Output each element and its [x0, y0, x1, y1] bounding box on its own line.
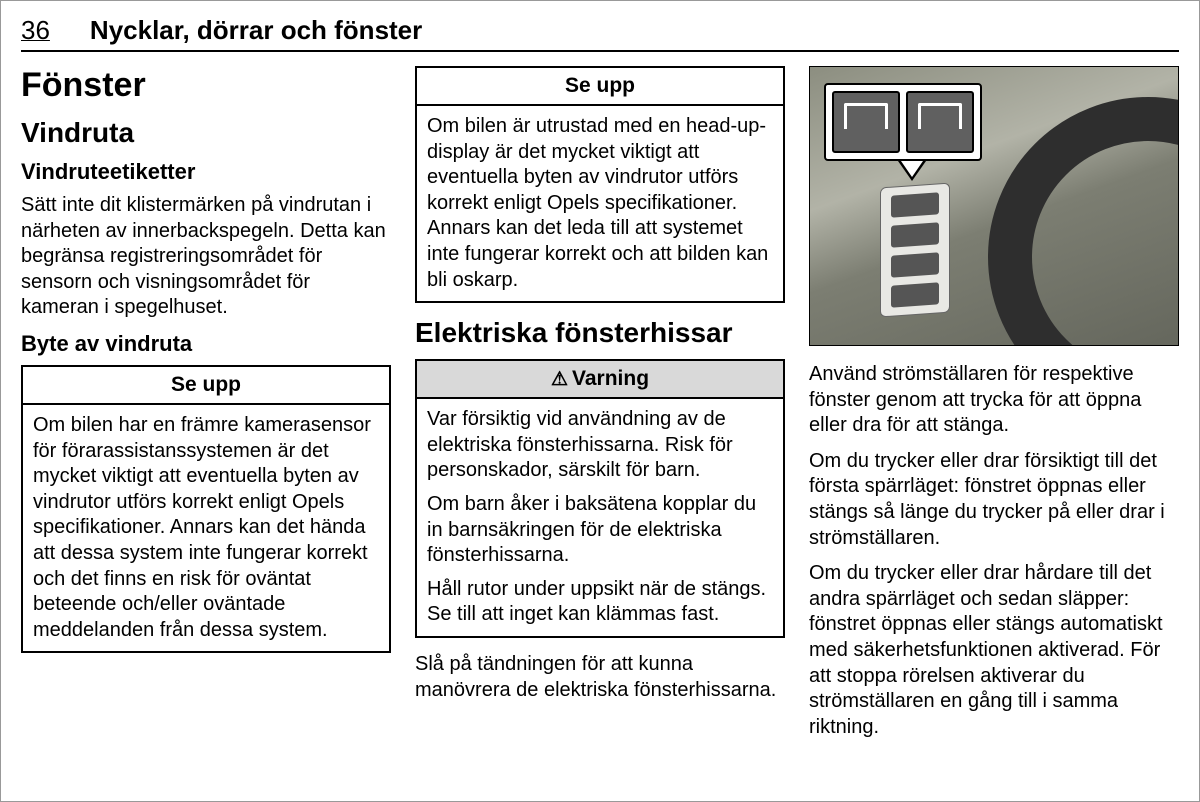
warning-text: Håll rutor under uppsikt när de stängs. … [427, 577, 773, 628]
page-header-title: Nycklar, dörrar och fönster [90, 15, 422, 46]
window-switch-icon [906, 91, 974, 153]
caution-body: Om bilen har en främre kamerasensor för … [23, 405, 389, 651]
warning-triangle-icon: ⚠ [551, 368, 568, 391]
caution-text: Om bilen är utrustad med en head-up-disp… [427, 114, 773, 293]
door-panel-illustration [880, 183, 950, 318]
switch-icon [891, 222, 939, 247]
caution-box-2: Se upp Om bilen är utrustad med en head-… [415, 66, 785, 303]
caution-header: Se upp [23, 367, 389, 405]
subsection-vindruta: Vindruta [21, 117, 391, 149]
paragraph: Om du trycker eller drar försiktigt till… [809, 449, 1179, 551]
warning-header: ⚠Varning [417, 361, 783, 399]
column-2: Se upp Om bilen är utrustad med en head-… [415, 66, 785, 750]
warning-text: Var försiktig vid användning av de elekt… [427, 407, 773, 484]
callout-switch-closeup [824, 83, 982, 161]
heading-vindruteetiketter: Vindruteetiketter [21, 159, 391, 185]
steering-wheel-illustration [988, 97, 1179, 346]
caution-body: Om bilen är utrustad med en head-up-disp… [417, 106, 783, 301]
switch-icon [891, 282, 939, 307]
callout-pointer-icon [898, 161, 926, 181]
warning-label: Varning [572, 367, 649, 390]
switch-icon [891, 192, 939, 217]
paragraph: Sätt inte dit klistermärken på vindrutan… [21, 193, 391, 321]
column-1: Fönster Vindruta Vindruteetiketter Sätt … [21, 66, 391, 750]
warning-text: Om barn åker i baksätena kopplar du in b… [427, 492, 773, 569]
subsection-elektriska: Elektriska fönsterhissar [415, 317, 785, 349]
page-number: 36 [21, 15, 50, 46]
caution-box-1: Se upp Om bilen har en främre kamerasens… [21, 365, 391, 653]
window-switch-icon [832, 91, 900, 153]
heading-byte-vindruta: Byte av vindruta [21, 331, 391, 357]
caution-header: Se upp [417, 68, 783, 106]
content-columns: Fönster Vindruta Vindruteetiketter Sätt … [21, 66, 1179, 750]
warning-box: ⚠Varning Var försiktig vid användning av… [415, 359, 785, 638]
caution-text: Om bilen har en främre kamerasensor för … [33, 413, 379, 643]
section-title: Fönster [21, 66, 391, 105]
paragraph: Slå på tändningen för att kunna manövrer… [415, 652, 785, 703]
warning-body: Var försiktig vid användning av de elekt… [417, 399, 783, 636]
paragraph: Använd strömställaren för respektive fön… [809, 362, 1179, 439]
illustration-window-switches [809, 66, 1179, 346]
paragraph: Om du trycker eller drar hårdare till de… [809, 561, 1179, 740]
switch-icon [891, 252, 939, 277]
page-header: 36 Nycklar, dörrar och fönster [21, 15, 1179, 52]
column-3: Använd strömställaren för respektive fön… [809, 66, 1179, 750]
